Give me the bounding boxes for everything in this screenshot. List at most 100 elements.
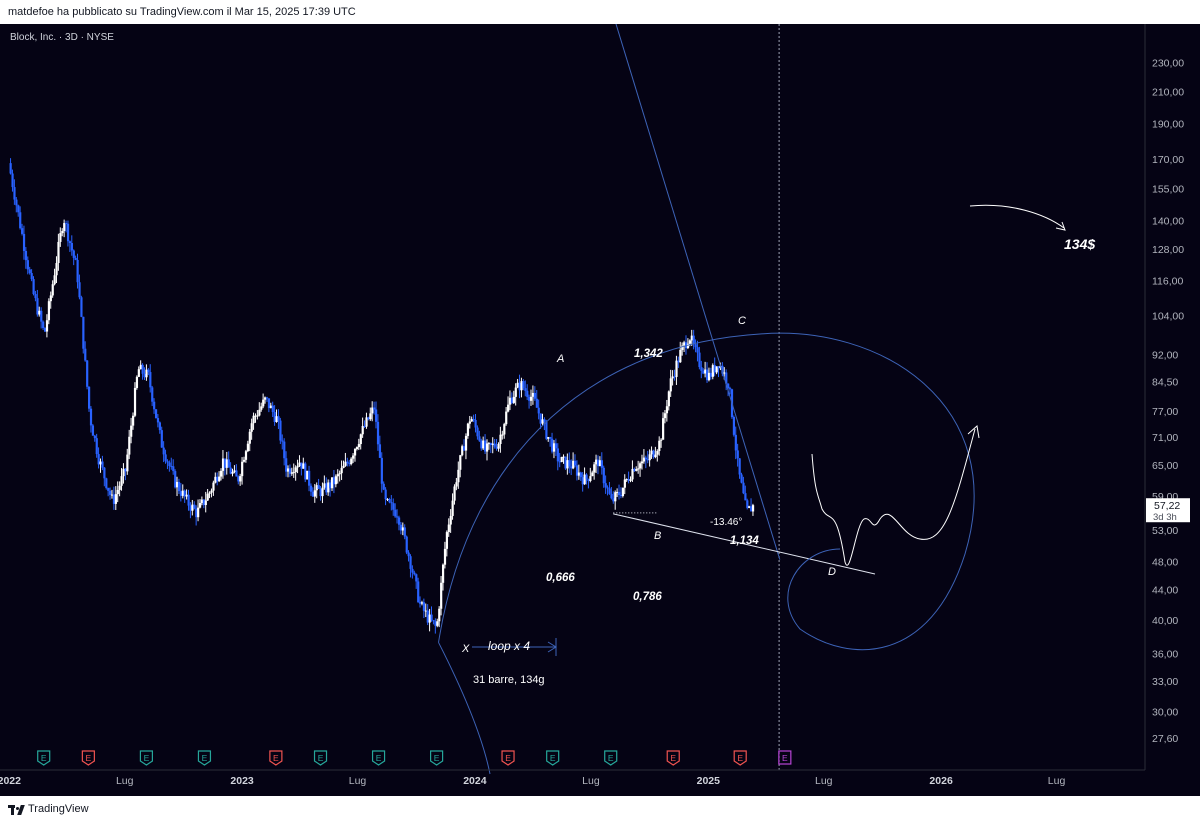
- candle-body: [202, 499, 206, 506]
- candle-body: [68, 241, 72, 244]
- candle-body: [378, 444, 382, 458]
- tradingview-brand[interactable]: TradingView: [8, 796, 89, 823]
- candle-body: [713, 365, 716, 373]
- candle-body: [107, 487, 110, 491]
- candle-body: [692, 335, 695, 345]
- candle-body: [252, 415, 255, 424]
- candle-body: [621, 487, 625, 497]
- candle-body: [382, 483, 385, 490]
- candle-body: [608, 488, 611, 494]
- candle-body: [602, 467, 605, 484]
- price-tick-label: 53,00: [1152, 525, 1178, 537]
- candle-body: [273, 412, 276, 422]
- candle-body: [53, 275, 56, 285]
- candle-body: [331, 477, 334, 489]
- price-axis-bg: [1145, 24, 1200, 796]
- candle-body: [461, 446, 464, 456]
- candle-body: [346, 461, 349, 464]
- candle-body: [126, 454, 129, 472]
- candle-body: [399, 524, 403, 531]
- candle-body: [520, 381, 523, 391]
- candle-body: [135, 376, 139, 388]
- time-axis[interactable]: 2022 Lug 2023 Lug 2024 Lug 2025 Lug 2026 Lug: [0, 769, 1145, 787]
- candle-body: [189, 505, 192, 511]
- earnings-marker-label: E: [273, 753, 279, 763]
- candle-body: [524, 388, 527, 391]
- candle-body: [160, 430, 163, 448]
- candle-body: [662, 418, 665, 440]
- candle-body: [375, 409, 378, 422]
- candle-body: [468, 421, 471, 424]
- candle-body: [531, 392, 535, 397]
- candle-body: [195, 508, 198, 518]
- time-tick-label: 2023: [230, 775, 254, 787]
- candle-body: [256, 415, 259, 417]
- candle-body: [390, 502, 393, 504]
- candle-body: [38, 310, 41, 315]
- price-tick-label: 48,00: [1152, 557, 1178, 569]
- candle-body: [298, 462, 301, 467]
- candle-body: [365, 417, 368, 427]
- candle-body: [376, 421, 380, 445]
- candle-body: [49, 295, 52, 302]
- candle-body: [336, 474, 339, 477]
- candle-body: [223, 458, 227, 468]
- candle-body: [746, 500, 749, 508]
- candle-body: [529, 396, 533, 401]
- candle-body: [683, 342, 686, 346]
- candle-body: [384, 489, 387, 500]
- candle-body: [503, 424, 506, 435]
- candle-body: [334, 476, 338, 485]
- price-chart[interactable]: X A B C D 1,342 1,134 0,666 0,786 -13.46° loop x 4…: [0, 23, 1200, 796]
- candle-body: [109, 490, 112, 495]
- candle-body: [407, 552, 410, 557]
- candle-body: [596, 459, 600, 467]
- price-axis[interactable]: 230,00 210,00 190,00 170,00 155,00 140,00 128,…: [1144, 24, 1200, 796]
- earnings-marker: [604, 750, 618, 766]
- candle-body: [526, 390, 529, 397]
- candle-body: [279, 420, 282, 441]
- candle-body: [499, 434, 502, 445]
- price-tick-label: 128,00: [1152, 244, 1184, 256]
- candle-body: [36, 298, 39, 315]
- candle-body: [562, 456, 565, 458]
- candle-body: [139, 364, 142, 370]
- candle-body: [673, 376, 676, 378]
- candle-body: [156, 418, 160, 423]
- candle-body: [338, 473, 341, 475]
- candle-body: [690, 335, 693, 341]
- candle-body: [198, 503, 202, 508]
- candle-body: [262, 399, 265, 407]
- candle-body: [130, 425, 133, 437]
- candle-body: [51, 284, 54, 296]
- candle-body: [644, 457, 648, 460]
- trend-line-top: [615, 23, 781, 560]
- candle-body: [122, 468, 125, 477]
- angle-label: -13.46°: [710, 517, 742, 528]
- candle-body: [57, 241, 60, 264]
- price-tick-label: 230,00: [1152, 58, 1184, 70]
- candle-body: [587, 479, 590, 482]
- chart-area[interactable]: X A B C D 1,342 1,134 0,666 0,786 -13.46° loop x 4…: [0, 23, 1200, 796]
- candle-body: [24, 250, 28, 261]
- candle-body: [242, 459, 246, 462]
- candle-body: [541, 419, 544, 424]
- candle-body: [220, 470, 223, 477]
- candle-body: [47, 301, 51, 321]
- candle-body: [89, 408, 93, 426]
- candle-body: [751, 505, 755, 512]
- candle-body: [505, 411, 508, 425]
- candle-body: [665, 406, 669, 414]
- candle-body: [667, 391, 670, 407]
- candlestick-series: [9, 158, 755, 634]
- candle-body: [392, 503, 395, 510]
- candle-body: [564, 456, 567, 469]
- projection-arrow: [967, 425, 980, 439]
- candle-body: [76, 259, 79, 283]
- candle-body: [434, 621, 437, 626]
- candle-body: [371, 407, 374, 414]
- candle-body: [514, 387, 517, 397]
- candle-body: [618, 491, 621, 496]
- candle-body: [28, 269, 31, 274]
- time-tick-label: Lug: [815, 775, 833, 787]
